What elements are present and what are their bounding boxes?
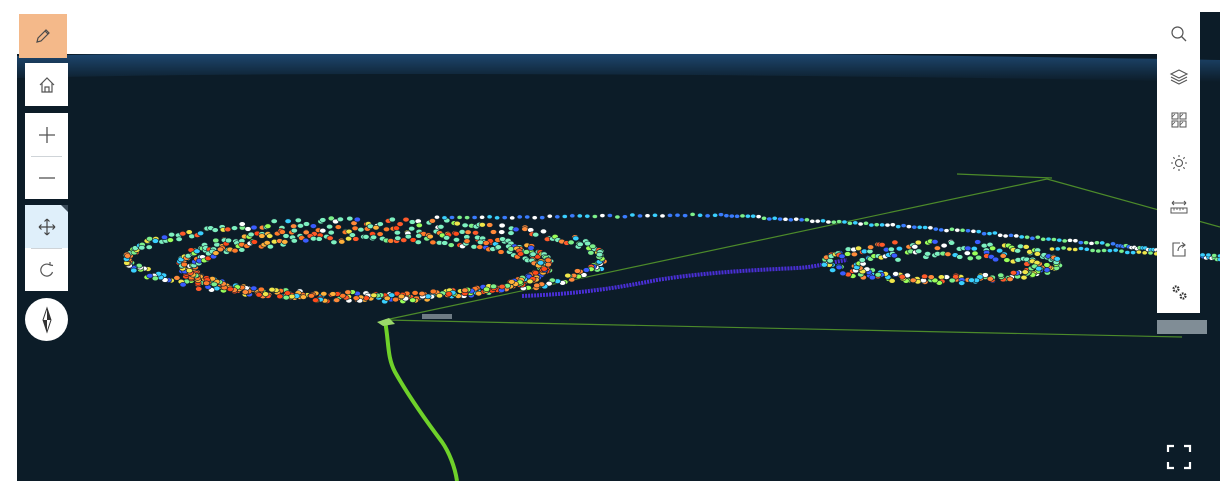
top-bar	[17, 12, 1157, 54]
rotate-icon	[39, 261, 53, 277]
zoom-separator	[31, 156, 62, 157]
track-ring-right-inner	[850, 248, 1044, 286]
zoom-group	[25, 113, 68, 199]
widget-panel	[1157, 12, 1200, 313]
green-track	[383, 320, 459, 481]
pencil-icon	[36, 29, 50, 43]
home-group	[25, 63, 68, 106]
distant-label	[1157, 320, 1207, 334]
horizon-band	[17, 51, 1220, 82]
compass-button[interactable]	[25, 298, 68, 341]
track-ring-inner-2	[185, 232, 549, 304]
draw-tool-button[interactable]	[19, 14, 67, 58]
basemap-gallery-icon	[1171, 112, 1186, 127]
basemap-gallery-button[interactable]	[1157, 98, 1200, 141]
daylight-icon	[1170, 154, 1187, 171]
home-button[interactable]	[25, 63, 68, 106]
layers-icon	[1169, 68, 1188, 85]
zoom-in-button[interactable]	[25, 113, 68, 156]
menu-flag	[61, 205, 68, 212]
search-icon	[1170, 25, 1186, 41]
track-line-far	[1049, 245, 1220, 259]
search-button[interactable]	[1157, 12, 1200, 55]
settings-icon	[1171, 284, 1187, 300]
minus-icon	[38, 176, 55, 179]
fullscreen-icon	[1166, 444, 1192, 470]
plus-icon	[38, 126, 55, 143]
share-button[interactable]	[1157, 227, 1200, 270]
share-icon	[1171, 241, 1186, 257]
measure-icon	[1170, 200, 1187, 213]
scene-view[interactable]	[17, 12, 1220, 481]
home-icon	[39, 76, 54, 93]
move-arrows-icon	[38, 218, 55, 235]
settings-button[interactable]	[1157, 270, 1200, 313]
zoom-out-button[interactable]	[25, 156, 68, 199]
pan-button[interactable]	[25, 205, 68, 248]
ground-marker	[422, 314, 452, 319]
rotate-button[interactable]	[25, 248, 68, 291]
nav-separator	[31, 248, 62, 249]
compass-icon	[41, 305, 52, 334]
daylight-button[interactable]	[1157, 141, 1200, 184]
measure-button[interactable]	[1157, 184, 1200, 227]
scene-ground	[17, 12, 1220, 481]
navigation-group	[25, 205, 68, 291]
fullscreen-button[interactable]	[1160, 438, 1198, 476]
green-track-start	[377, 318, 395, 326]
layers-button[interactable]	[1157, 55, 1200, 98]
purple-track	[521, 258, 848, 298]
